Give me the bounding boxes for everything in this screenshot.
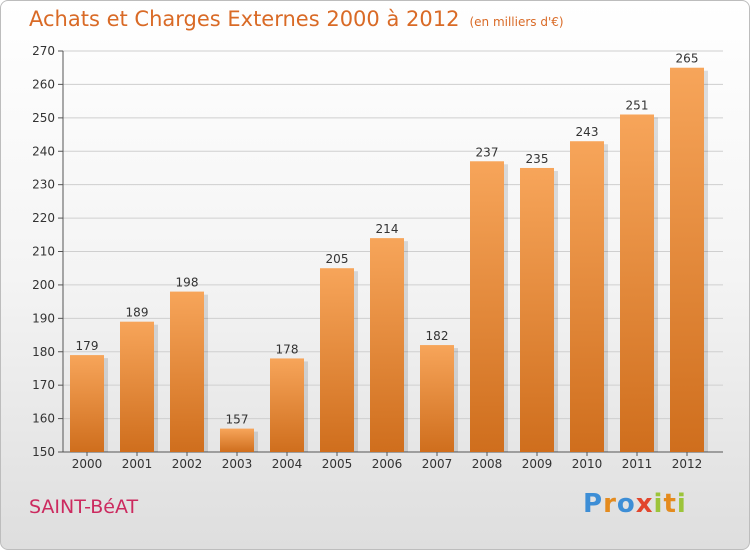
data-label-2002: 198 <box>176 276 199 290</box>
bar-2003 <box>220 428 254 452</box>
chart-title-text: Achats et Charges Externes 2000 à 2012 <box>29 7 460 31</box>
y-tick-label: 230 <box>32 178 55 192</box>
bar-2002 <box>170 291 204 452</box>
y-tick-label: 200 <box>32 278 55 292</box>
y-tick-label: 250 <box>32 111 55 125</box>
logo-letter: t <box>663 489 677 519</box>
bar-2004 <box>270 358 304 452</box>
data-label-2000: 179 <box>76 339 99 353</box>
data-label-2007: 182 <box>426 329 449 343</box>
x-tick-label-2009: 2009 <box>522 457 553 471</box>
x-tick-label-2004: 2004 <box>272 457 303 471</box>
bar-2006 <box>370 238 404 452</box>
data-label-2001: 189 <box>126 306 149 320</box>
chart-title: Achats et Charges Externes 2000 à 2012 (e… <box>29 7 564 31</box>
x-tick-label-2003: 2003 <box>222 457 253 471</box>
chart-subtitle: (en milliers d'€) <box>469 15 564 29</box>
data-label-2009: 235 <box>526 152 549 166</box>
data-label-2004: 178 <box>276 342 299 356</box>
data-label-2006: 214 <box>376 222 399 236</box>
bar-2009 <box>520 167 554 453</box>
logo-letter: r <box>603 489 617 519</box>
logo-letter: o <box>616 489 636 519</box>
y-tick-label: 210 <box>32 245 55 259</box>
bar-2012 <box>670 67 704 452</box>
bar-2010 <box>570 141 604 452</box>
proxiti-logo: Proxiti <box>583 489 687 519</box>
x-tick-label-2006: 2006 <box>372 457 403 471</box>
logo-letter: i <box>676 489 687 519</box>
city-name: SAINT-BéAT <box>29 496 139 518</box>
x-tick-label-2005: 2005 <box>322 457 353 471</box>
label-layer: 150 160 170 180 190 200 210 220 230 240 250 260 270 1… <box>32 44 702 471</box>
bar-2008 <box>470 161 504 452</box>
x-tick-label-2011: 2011 <box>622 457 653 471</box>
logo-letter: P <box>583 489 604 519</box>
data-label-2008: 237 <box>476 145 499 159</box>
logo-letter: i <box>653 489 664 519</box>
y-tick-label: 240 <box>32 144 55 158</box>
y-tick-label: 260 <box>32 77 55 91</box>
x-tick-label-2002: 2002 <box>172 457 203 471</box>
logo-letter: x <box>635 489 654 519</box>
y-tick-label: 170 <box>32 378 55 392</box>
x-tick-label-2012: 2012 <box>672 457 703 471</box>
x-tick-label-2007: 2007 <box>422 457 453 471</box>
bar-2000 <box>70 355 104 452</box>
x-tick-label-2000: 2000 <box>72 457 103 471</box>
x-tick-label-2010: 2010 <box>572 457 603 471</box>
x-tick-label-2008: 2008 <box>472 457 503 471</box>
bar-2005 <box>320 268 354 452</box>
x-tick-label-2001: 2001 <box>122 457 153 471</box>
data-label-2010: 243 <box>576 125 599 139</box>
bar-2011 <box>620 114 654 452</box>
bar-2001 <box>120 321 154 452</box>
data-label-2003: 157 <box>226 413 249 427</box>
y-tick-label: 180 <box>32 345 55 359</box>
data-label-2011: 251 <box>626 98 649 112</box>
data-label-2005: 205 <box>326 252 349 266</box>
bar-2007 <box>420 345 454 452</box>
y-tick-label: 150 <box>32 445 55 459</box>
data-label-2012: 265 <box>676 52 699 66</box>
y-tick-label: 160 <box>32 412 55 426</box>
y-tick-label: 220 <box>32 211 55 225</box>
bar-layer <box>70 67 708 453</box>
y-tick-label: 190 <box>32 311 55 325</box>
y-tick-label: 270 <box>32 44 55 58</box>
